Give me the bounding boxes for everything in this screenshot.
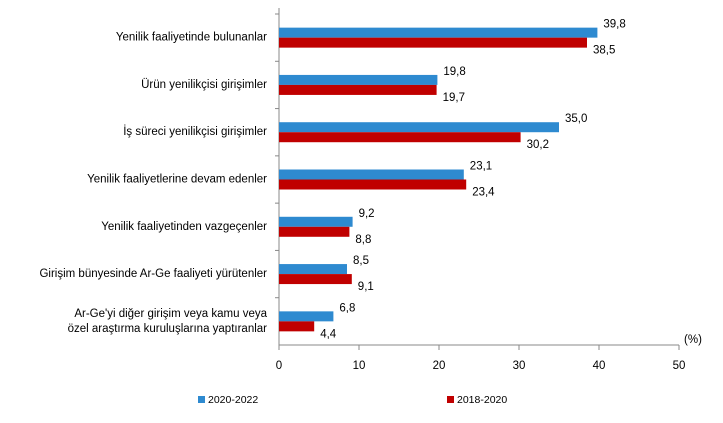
x-axis-label: (%) (684, 334, 702, 346)
x-tick-label: 40 (593, 360, 606, 372)
bar (279, 27, 598, 38)
x-tick-label: 0 (276, 360, 282, 372)
x-tick-label: 50 (673, 360, 686, 372)
bar (279, 216, 353, 227)
value-label: 23,4 (472, 187, 495, 199)
value-label: 19,8 (443, 66, 465, 78)
value-label: 30,2 (527, 139, 549, 151)
value-label: 9,2 (359, 208, 375, 220)
value-label: 19,7 (443, 92, 465, 104)
value-label: 39,8 (603, 19, 625, 31)
value-label: 23,1 (470, 161, 492, 173)
legend-swatch (198, 396, 205, 403)
bar (279, 264, 347, 275)
value-label: 9,1 (358, 281, 374, 293)
y-tick-label: Yenilik faaliyetinde bulunanlar (116, 32, 267, 44)
value-label: 4,4 (320, 328, 337, 340)
y-tick-label: Ürün yenilikçisi girişimler (141, 79, 267, 91)
value-label: 8,5 (353, 255, 369, 267)
value-label: 38,5 (593, 45, 615, 57)
x-tick-label: 20 (433, 360, 446, 372)
bar (279, 84, 437, 95)
value-label: 35,0 (565, 113, 587, 125)
bar (279, 132, 521, 143)
legend-swatch (447, 396, 454, 403)
x-tick-label: 30 (513, 360, 526, 372)
y-tick-label: Yenilik faaliyetlerine devam edenler (87, 174, 267, 186)
bar (279, 311, 334, 322)
value-label: 6,8 (339, 302, 355, 314)
legend-label: 2020-2022 (208, 394, 258, 406)
bar (279, 179, 467, 190)
value-label: 8,8 (355, 234, 371, 246)
bar (279, 37, 587, 48)
bar (279, 321, 315, 332)
y-tick-label: özel araştırma kuruluşlarına yaptıranlar (68, 323, 268, 335)
y-tick-label: Yenilik faaliyetinden vazgeçenler (101, 221, 267, 233)
y-tick-label: Ar-Ge'yi diğer girişim veya kamu veya (74, 308, 267, 320)
bar (279, 74, 438, 85)
legend-label: 2018-2020 (457, 394, 507, 406)
y-tick-label: Girişim bünyesinde Ar-Ge faaliyeti yürüt… (39, 268, 267, 280)
bar (279, 169, 464, 180)
x-tick-label: 10 (353, 360, 366, 372)
bar (279, 226, 350, 237)
bar (279, 274, 352, 285)
y-tick-label: İş süreci yenilikçisi girişimler (123, 125, 267, 138)
bar (279, 122, 559, 133)
